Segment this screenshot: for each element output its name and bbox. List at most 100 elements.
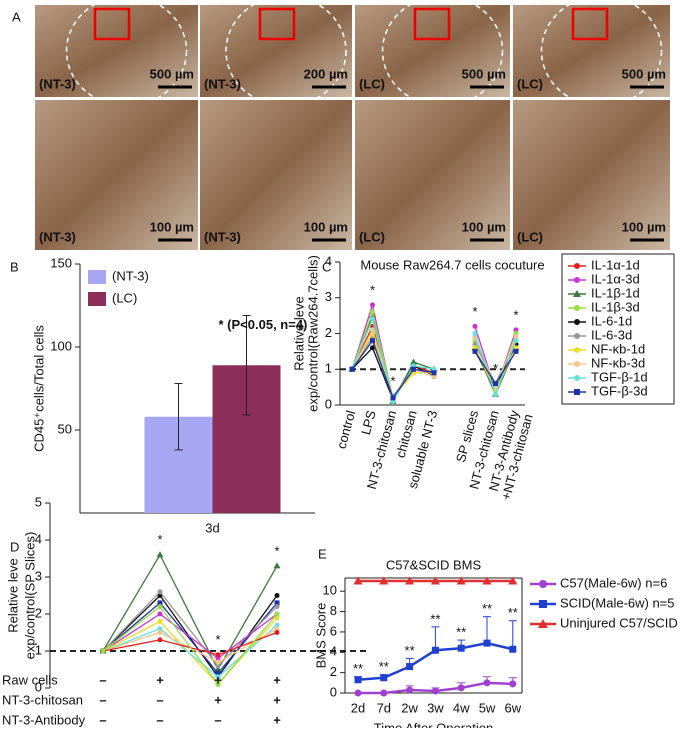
y-tick-label: 4: [330, 644, 337, 659]
marker: [370, 345, 375, 351]
scale-label: 100 µm: [304, 219, 348, 234]
y-axis-label: Relative leve: [5, 558, 20, 632]
marker: [513, 331, 519, 336]
y-axis-label: CD45⁺cells/Total cells: [31, 325, 46, 452]
scale-label: 100 µm: [150, 219, 194, 234]
marker: [431, 370, 437, 376]
marker: [370, 327, 375, 333]
micrograph: [35, 100, 198, 250]
y-tick-label: 0: [330, 684, 337, 699]
inset-box: [571, 7, 609, 41]
marker: [354, 689, 362, 697]
marker: [274, 630, 280, 635]
marker: [157, 637, 163, 643]
x-tick-label: 6w: [504, 700, 521, 715]
marker: [574, 361, 580, 367]
marker: [274, 593, 280, 598]
y-tick-label: 50: [58, 421, 72, 436]
marker: [390, 395, 396, 401]
marker: [508, 576, 518, 585]
y-tick-label: 3: [35, 568, 42, 583]
marker: [472, 348, 478, 354]
legend-label: SCID(Male-6w) n=5: [560, 595, 675, 610]
marker: [539, 600, 547, 608]
condition-mark: +: [214, 692, 222, 707]
scale-label: 500 µm: [150, 66, 194, 81]
marker: [431, 687, 439, 695]
chart-title: C57&SCID BMS: [386, 557, 482, 572]
legend-box: [561, 253, 675, 405]
x-tick-label: control: [334, 409, 359, 451]
y-tick-label: 6: [330, 623, 337, 638]
x-axis-label: Time After Operation: [374, 720, 493, 728]
marker: [406, 686, 414, 694]
condition-label: Raw cells: [2, 672, 58, 687]
marker: [513, 338, 519, 344]
marker: [273, 562, 281, 569]
image-label: (NT-3): [39, 229, 76, 244]
marker: [493, 391, 498, 397]
marker: [157, 589, 163, 595]
marker: [513, 348, 519, 354]
legend-label: IL-1α-3d: [591, 271, 640, 286]
significance: *: [493, 361, 498, 376]
y-tick-label: 4: [325, 253, 332, 268]
inset-box: [258, 7, 296, 41]
x-tick-label: 5w: [479, 700, 496, 715]
marker: [215, 663, 221, 669]
legend-label: TGF-β-1d: [591, 369, 648, 384]
image-label: (LC): [517, 229, 543, 244]
y-tick-label: 3: [325, 289, 332, 304]
series-line: [351, 313, 435, 404]
marker: [509, 645, 517, 653]
image-label: (LC): [359, 76, 385, 91]
legend-label: IL-6-3d: [591, 327, 632, 342]
marker: [430, 576, 440, 585]
panel-label: E: [318, 546, 327, 561]
legend-label: (LC): [112, 290, 137, 305]
significance: *: [513, 307, 518, 322]
condition-mark: –: [156, 692, 163, 707]
condition-mark: –: [99, 672, 106, 687]
scale-label: 100 µm: [622, 219, 666, 234]
inset-box: [413, 7, 451, 41]
y-tick-label: 2: [35, 605, 42, 620]
series-line: [102, 631, 278, 656]
legend-label: IL-1α-1d: [591, 257, 640, 272]
legend-label: IL-6-1d: [591, 313, 632, 328]
chart-title: Mouse Raw264.7 cells cocuture: [360, 257, 544, 272]
x-tick-label: 3d: [205, 520, 219, 535]
marker: [482, 576, 492, 585]
image-label: (NT-3): [204, 76, 241, 91]
x-tick-label: 4w: [453, 700, 470, 715]
legend-label: IL-1β-1d: [591, 285, 640, 300]
marker: [215, 652, 221, 658]
legend-label: Uninjured C57/SCID: [560, 615, 678, 630]
condition-mark: –: [99, 692, 106, 707]
series-line: [102, 601, 278, 675]
marker: [274, 611, 280, 617]
y-axis-label: exp/control(Raw264.7cells): [305, 255, 320, 412]
marker: [574, 263, 580, 269]
marker: [472, 331, 478, 336]
marker: [574, 389, 580, 395]
marker: [573, 290, 581, 297]
marker: [574, 375, 580, 381]
legend-label: (NT-3): [112, 268, 149, 283]
y-tick-label: 2: [325, 325, 332, 340]
series-line: [102, 613, 278, 660]
y-tick-label: 150: [50, 255, 72, 270]
micrograph: [355, 100, 510, 250]
micrograph: [513, 100, 670, 250]
y-tick-label: 5: [35, 494, 42, 509]
significance: **: [482, 601, 492, 616]
marker: [539, 580, 547, 588]
micrograph: [200, 100, 352, 250]
marker: [483, 679, 491, 687]
marker: [574, 277, 580, 283]
legend-swatch: [88, 292, 106, 306]
series-line: [102, 553, 278, 671]
condition-label: NT-3-Antibody: [2, 712, 86, 727]
marker: [380, 689, 388, 697]
